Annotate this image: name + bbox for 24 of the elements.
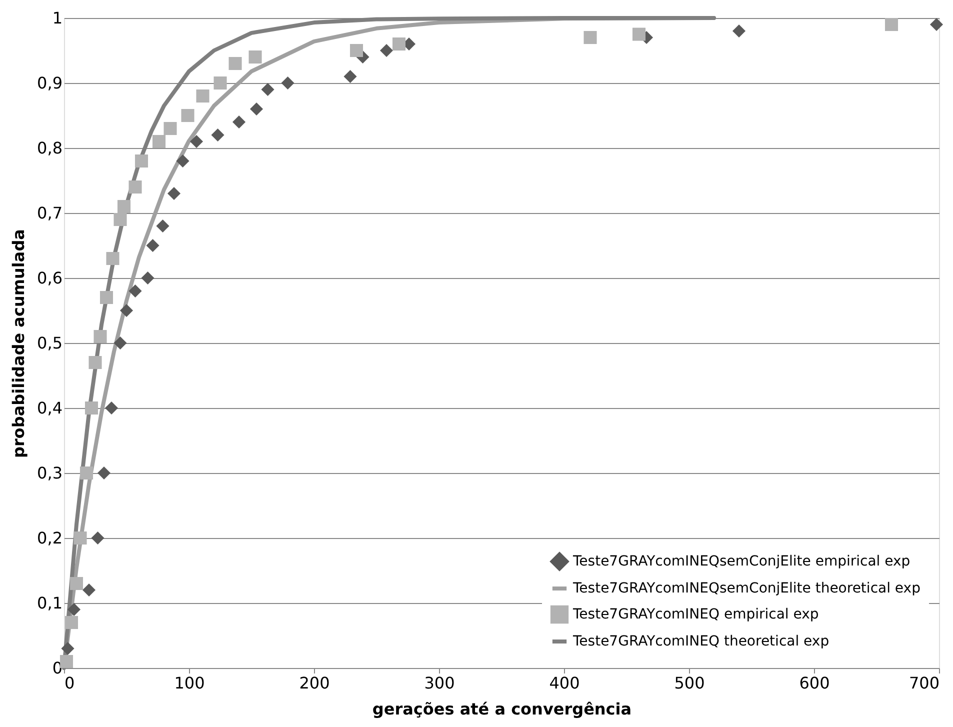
x-tick-label: 300 [424, 674, 455, 692]
x-tick-label: 200 [299, 674, 330, 692]
y-axis-title: probabilidade acumulada [9, 229, 28, 458]
legend-label: Teste7GRAYcomINEQ empirical exp [572, 606, 819, 622]
y-tick-label: 0,9 [37, 74, 62, 92]
y-tick-label: 0,7 [37, 204, 62, 222]
legend-label: Teste7GRAYcomINEQsemConjElite theoretical exp [572, 580, 921, 596]
y-tick-label: 0,6 [37, 268, 62, 288]
y-tick-label: 0,1 [37, 594, 62, 612]
x-tick-label: 700 [908, 674, 940, 692]
x-tick-label: 400 [549, 674, 580, 692]
y-tick-label: 0,4 [37, 398, 62, 418]
legend-label: Teste7GRAYcomINEQ theoretical exp [572, 634, 830, 650]
x-tick-label: 600 [799, 674, 830, 692]
y-tick-label: 0,8 [37, 138, 62, 158]
y-tick-label: 1 [52, 8, 62, 28]
y-tick-label: 0,5 [37, 334, 62, 352]
x-tick-label: 100 [174, 674, 205, 692]
legend-label: Teste7GRAYcomINEQsemConjElite empirical exp [572, 554, 910, 570]
x-tick-label: 500 [674, 674, 705, 692]
y-tick-label: 0,3 [37, 464, 62, 482]
x-axis-title: gerações até a convergência [372, 700, 632, 718]
y-tick-label: 0,2 [37, 528, 62, 548]
x-tick-label: 0 [64, 674, 75, 692]
